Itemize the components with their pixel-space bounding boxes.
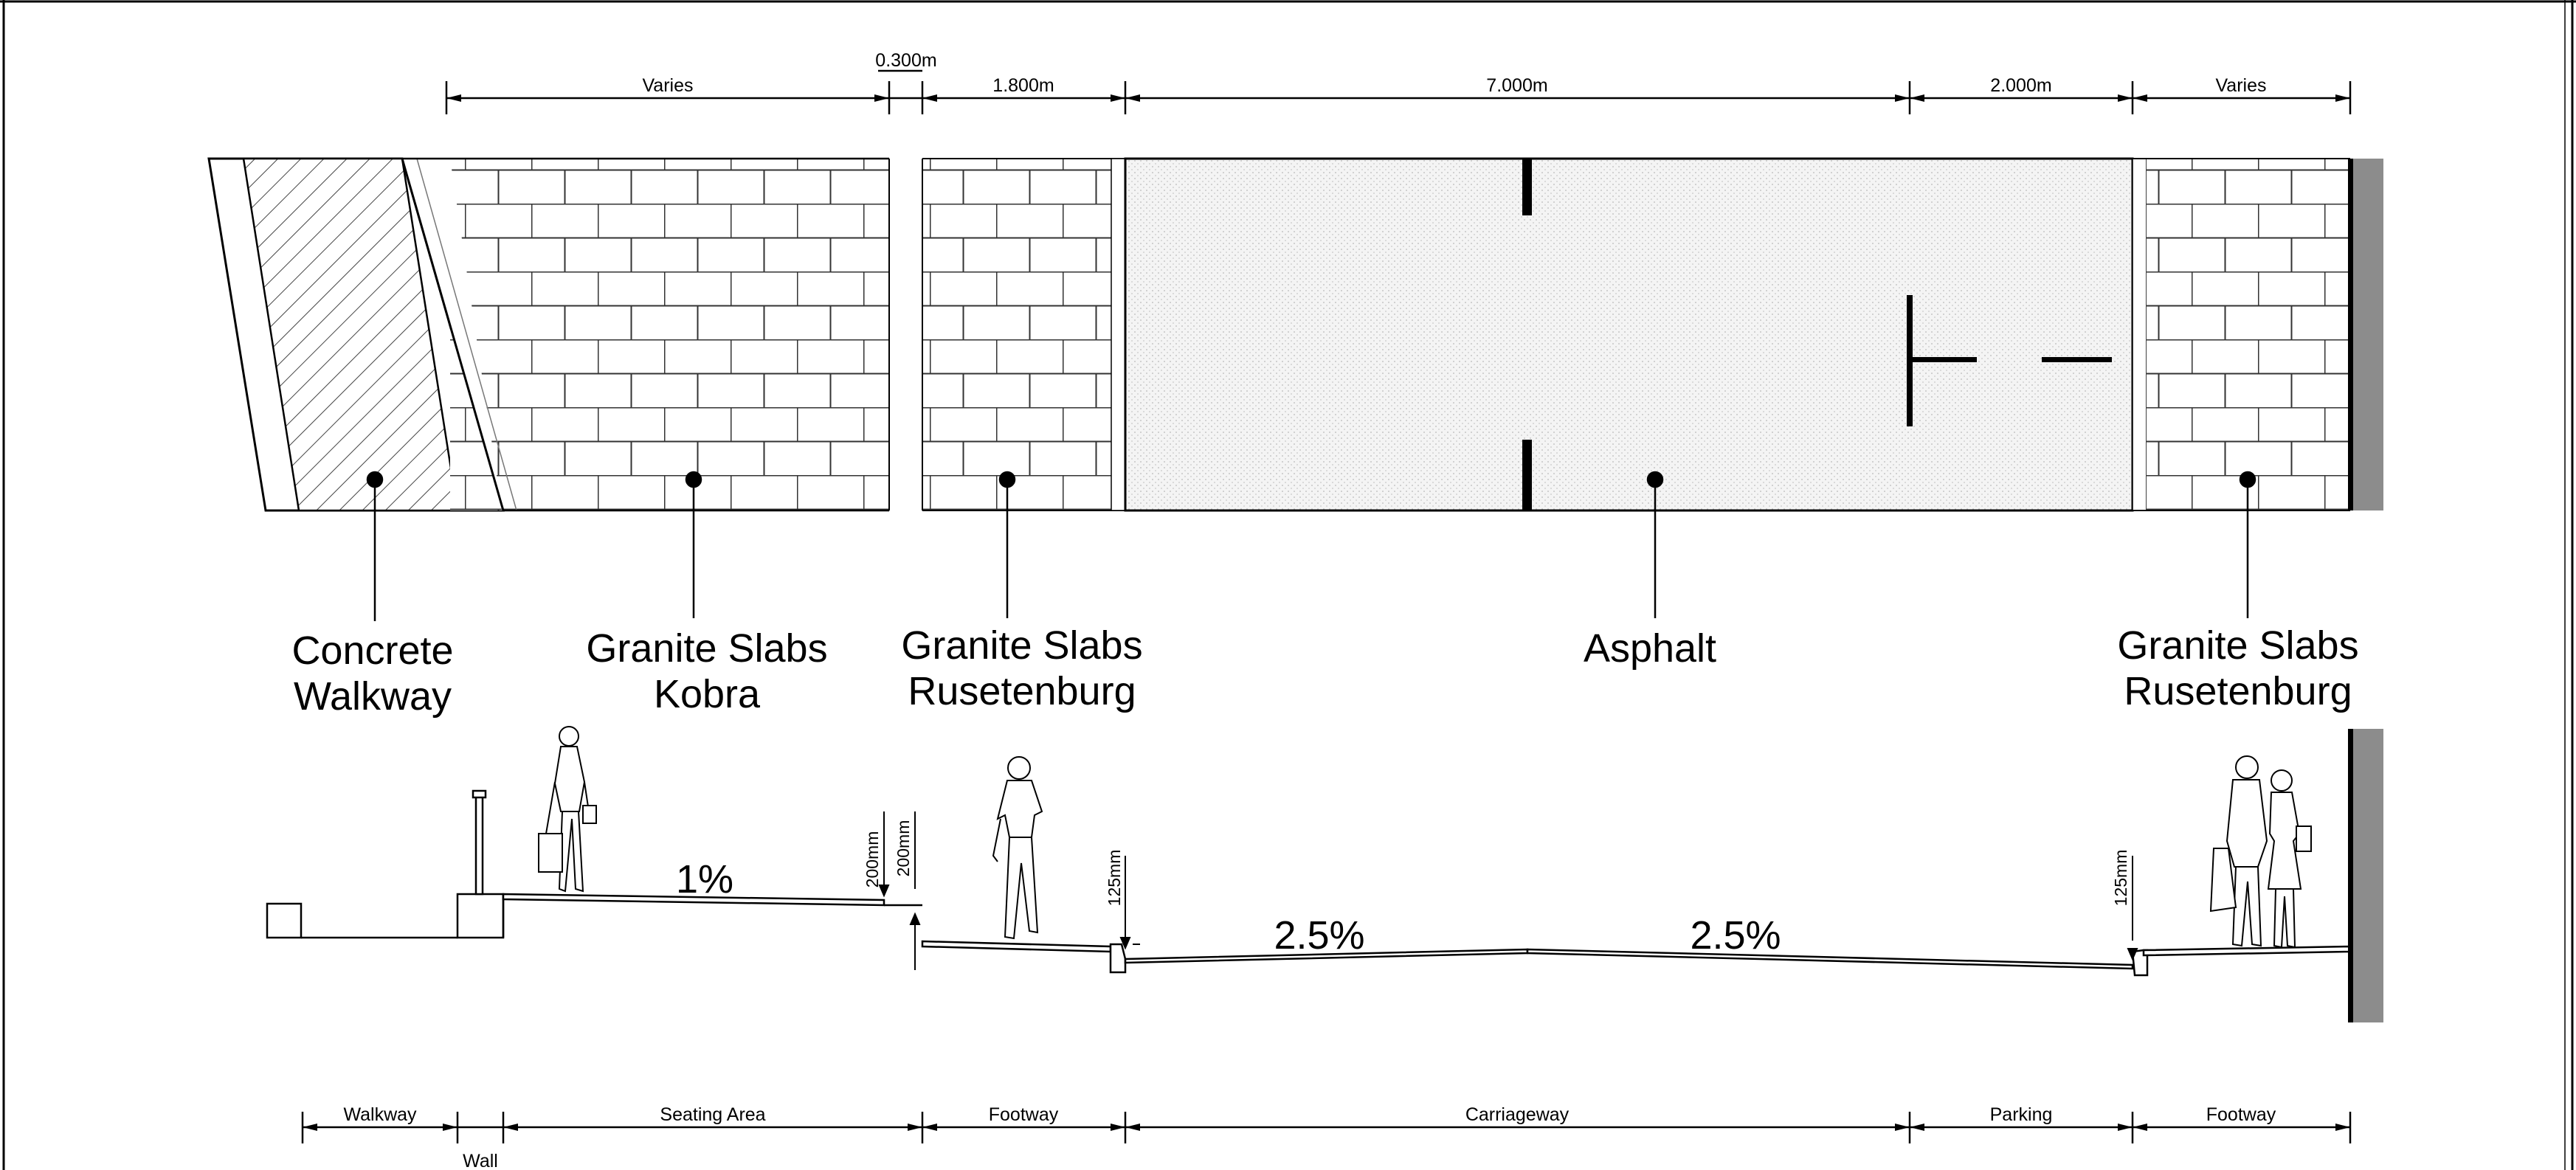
bottom-dimension-arrows	[303, 1124, 2350, 1131]
granite-kobra-plan	[450, 159, 889, 510]
boundary-wall-section	[2350, 729, 2383, 1022]
kerb-left-plan	[1111, 158, 1126, 511]
dim-top-footway: 1.800m	[992, 75, 1054, 96]
dim-bottom-walkway: Walkway	[343, 1104, 417, 1125]
level-200mm-1: 200mm	[863, 831, 882, 888]
level-200mm-2: 200mm	[894, 820, 913, 877]
label-kobra-line2: Kobra	[654, 672, 761, 716]
parking-bay-tick-1	[1907, 357, 1977, 362]
plan-view	[207, 157, 2383, 512]
granite-rusetenburg-right-plan	[2147, 159, 2350, 510]
label-rusetenburg-left-line2: Rusetenburg	[908, 669, 1136, 713]
slope-seating: 1%	[676, 857, 733, 901]
dim-bottom-seating-area: Seating Area	[660, 1104, 765, 1125]
person-woman-with-bag	[538, 726, 597, 893]
boundary-wall-line-section	[2348, 729, 2353, 1022]
label-concrete-line1: Concrete	[291, 629, 453, 673]
boundary-wall-plan	[2350, 159, 2383, 510]
dim-top-varies-left: Varies	[642, 75, 693, 96]
boundary-wall-line-plan	[2348, 159, 2353, 510]
label-rusetenburg-right-line2: Rusetenburg	[2124, 669, 2352, 713]
kerb-right-plan	[2132, 158, 2147, 511]
dim-bottom-footway-left: Footway	[989, 1104, 1059, 1125]
granite-rusetenburg-left-plan	[922, 159, 1116, 510]
wall-section	[456, 893, 505, 939]
cross-section	[266, 789, 2352, 977]
asphalt-plan	[1124, 157, 2134, 512]
bollard-post	[474, 795, 484, 896]
material-leaders	[366, 471, 2256, 621]
dim-top-carriageway: 7.000m	[1486, 75, 1547, 96]
kerb-left-section	[1109, 943, 1127, 974]
carriageway-right-slope	[1526, 948, 2134, 970]
label-rusetenburg-right-line1: Granite Slabs	[2117, 623, 2358, 668]
person-couple-walking	[2209, 755, 2312, 949]
dim-top-varies-right: Varies	[2215, 75, 2266, 96]
top-dimension-arrows	[446, 94, 2350, 102]
kerb-right-section	[2131, 949, 2149, 977]
dim-bottom-footway-right: Footway	[2206, 1104, 2276, 1125]
dim-bottom-parking: Parking	[1990, 1104, 2053, 1125]
label-kobra-line1: Granite Slabs	[586, 626, 827, 671]
level-markers	[878, 811, 2138, 970]
bollard-cap	[472, 789, 487, 799]
slope-carriageway-right: 2.5%	[1690, 913, 1781, 958]
level-125mm-right: 125mm	[2111, 850, 2130, 907]
person-man-walking	[992, 756, 1043, 940]
level-125mm-left: 125mm	[1105, 850, 1124, 907]
dim-bottom-carriageway: Carriageway	[1465, 1104, 1570, 1125]
label-concrete-line2: Walkway	[294, 674, 452, 719]
label-asphalt: Asphalt	[1584, 626, 1716, 671]
dim-top-gap: 0.300m	[875, 50, 936, 71]
slope-carriageway-left: 2.5%	[1274, 913, 1364, 958]
centre-line-top	[1522, 159, 1532, 215]
footway-left-paving	[921, 940, 1112, 953]
parking-bay-tick-2	[2042, 357, 2112, 362]
centre-line-bottom	[1522, 440, 1532, 510]
dim-bottom-wall: Wall	[463, 1151, 498, 1170]
kobra-edge-inner	[416, 158, 517, 511]
footway-right-paving	[2142, 945, 2352, 957]
kobra-edge	[401, 158, 505, 511]
walkway-section-block	[266, 902, 303, 939]
bottom-dimension-chain	[301, 1112, 2352, 1143]
dim-top-parking: 2.000m	[1990, 75, 2051, 96]
top-dimension-chain	[445, 69, 2352, 114]
label-rusetenburg-left-line1: Granite Slabs	[901, 623, 1142, 668]
